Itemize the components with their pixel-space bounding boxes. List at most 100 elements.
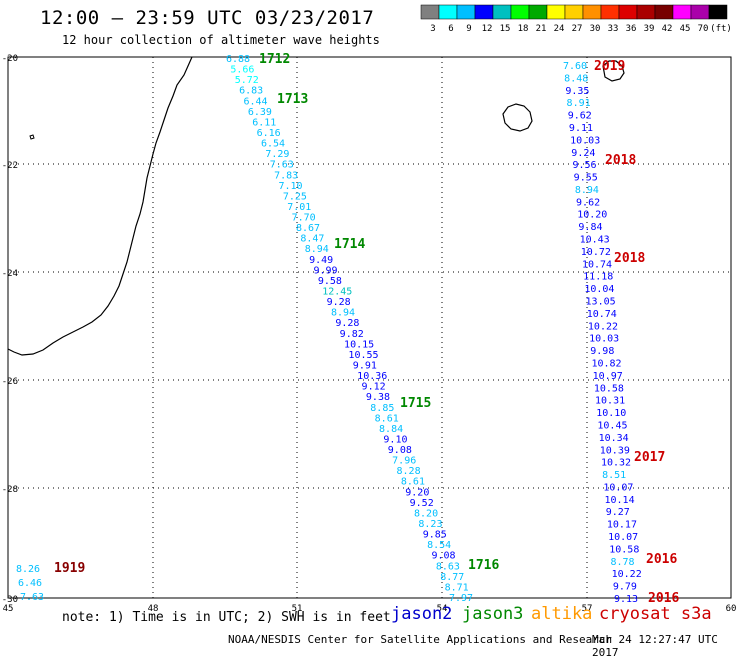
wave-height-reading: 8.63 — [436, 561, 460, 572]
grid-lines — [8, 57, 731, 598]
legend-swatch — [528, 4, 548, 20]
wave-height-reading: 9.27 — [606, 507, 630, 518]
legend-label: 18 — [518, 24, 529, 34]
wave-height-reading: 10.22 — [588, 321, 618, 332]
credit-line: NOAA/NESDIS Center for Satellite Applica… — [228, 633, 613, 646]
wave-height-reading: 9.24 — [571, 148, 595, 159]
satellite-cryosat-label: cryosat s3a — [599, 604, 712, 624]
wave-height-reading: 8.23 — [418, 519, 442, 530]
wave-height-reading: 10.74 — [582, 259, 612, 270]
coastline-madagascar — [7, 56, 193, 356]
legend-swatch — [474, 4, 494, 20]
wave-height-reading: 9.56 — [572, 160, 596, 171]
wave-height-reading: 10.07 — [603, 482, 633, 493]
wave-height-reading: 10.97 — [593, 371, 623, 382]
wave-height-reading: 7.70 — [292, 213, 316, 224]
map-subtitle: 12 hour collection of altimeter wave hei… — [62, 33, 380, 47]
wave-height-reading: 8.84 — [379, 424, 403, 435]
legend-swatch — [546, 4, 566, 20]
wave-height-reading: 7.25 — [283, 191, 307, 202]
x-axis-labels: 45 48 51 54 57 60 — [3, 604, 737, 614]
wave-height-reading: 7.29 — [265, 149, 289, 160]
wave-height-reading: 9.10 — [383, 434, 407, 445]
wave-height-reading: 7.97 — [449, 593, 473, 604]
wave-height-reading: 13.05 — [586, 297, 616, 308]
wave-height-reading: 10.14 — [605, 495, 635, 506]
wave-height-reading: 8.51 — [602, 470, 626, 481]
legend-swatch — [690, 4, 710, 20]
wave-height-reading: 8.48 — [564, 73, 588, 84]
wave-height-reading: 8.47 — [300, 234, 324, 245]
y-tick-label: -24 — [2, 269, 18, 279]
wave-height-reading: 10.03 — [589, 334, 619, 345]
footer-note: note: 1) Time is in UTC; 2) SWH is in fe… — [62, 610, 391, 625]
legend-swatch — [600, 4, 620, 20]
wave-height-reading: 8.61 — [401, 477, 425, 488]
wave-height-reading: 10.04 — [584, 284, 614, 295]
legend-swatch — [654, 4, 674, 20]
wave-height-reading: 10.74 — [587, 309, 617, 320]
wave-height-reading: 9.28 — [327, 297, 351, 308]
wave-height-reading: 9.28 — [335, 318, 359, 329]
wave-height-reading: 7.83 — [274, 170, 298, 181]
wave-height-reading: 8.54 — [427, 540, 451, 551]
legend-swatch — [636, 4, 656, 20]
legend-swatch — [456, 4, 476, 20]
legend-swatch — [708, 4, 728, 20]
altimeter-tracks: 6.885.665.726.836.446.396.116.166.547.29… — [16, 54, 642, 605]
wave-height-reading: 9.62 — [576, 197, 600, 208]
x-tick-label: 60 — [726, 604, 737, 614]
legend-label: 15 — [500, 24, 511, 34]
x-tick-label: 51 — [292, 604, 303, 614]
pass-time-label: 2019 — [594, 59, 625, 74]
wave-height-reading: 9.38 — [366, 392, 390, 403]
wave-height-reading: 9.79 — [613, 582, 637, 593]
wave-height-reading: 10.45 — [597, 420, 627, 431]
pass-time-labels: 1712 1713 1714 1715 1716 2019 2018 2018 2017 2016… — [54, 52, 679, 606]
wave-height-reading: 10.82 — [591, 358, 621, 369]
pass-time-label: 2018 — [614, 251, 645, 266]
wave-height-reading: 10.22 — [612, 569, 642, 580]
wave-height-reading: 7.96 — [392, 456, 416, 467]
wave-height-reading: 9.49 — [309, 255, 333, 266]
legend-label: 21 — [536, 24, 547, 34]
legend-label: 24 — [554, 24, 565, 34]
wave-height-reading: 8.78 — [610, 557, 634, 568]
wave-height-reading: 8.85 — [370, 403, 394, 414]
wave-height-reading: 6.54 — [261, 139, 285, 150]
wave-height-reading: 8.71 — [445, 582, 469, 593]
wave-height-reading: 7.01 — [287, 202, 311, 213]
wave-height-reading: 7.63 — [20, 592, 44, 603]
legend-swatch — [510, 4, 530, 20]
legend-label: 3 — [430, 24, 435, 34]
legend-swatch — [582, 4, 602, 20]
legend-label: 70 — [698, 24, 709, 34]
legend-label: 27 — [572, 24, 583, 34]
wave-height-reading: 10.03 — [570, 135, 600, 146]
wave-height-reading: 9.85 — [423, 530, 447, 541]
wave-height-reading: 10.36 — [357, 371, 387, 382]
wave-height-reading: 9.13 — [614, 594, 638, 605]
wave-height-reading: 9.55 — [574, 173, 598, 184]
pass-time-label: 2018 — [605, 153, 636, 168]
wave-height-reading: 8.20 — [414, 508, 438, 519]
legend-swatch — [420, 4, 440, 20]
pass-time-label: 1715 — [400, 396, 431, 411]
wave-height-reading: 8.91 — [567, 98, 591, 109]
plot-frame — [7, 56, 732, 599]
wave-height-reading: 9.91 — [353, 360, 377, 371]
wave-height-reading: 10.34 — [599, 433, 629, 444]
legend-label: 42 — [662, 24, 673, 34]
wave-height-reading: 9.08 — [388, 445, 412, 456]
map-title: 12:00 – 23:59 UTC 03/23/2017 — [40, 7, 375, 29]
legend-label: 6 — [448, 24, 453, 34]
wave-height-reading: 9.12 — [362, 382, 386, 393]
wave-height-reading: 10.58 — [609, 544, 639, 555]
wave-height-reading: 9.11 — [569, 123, 593, 134]
wave-height-reading: 8.26 — [16, 564, 40, 575]
legend-label: 33 — [608, 24, 619, 34]
y-tick-label: -30 — [2, 595, 18, 605]
wave-height-reading: 10.20 — [577, 210, 607, 221]
legend-swatch — [672, 4, 692, 20]
